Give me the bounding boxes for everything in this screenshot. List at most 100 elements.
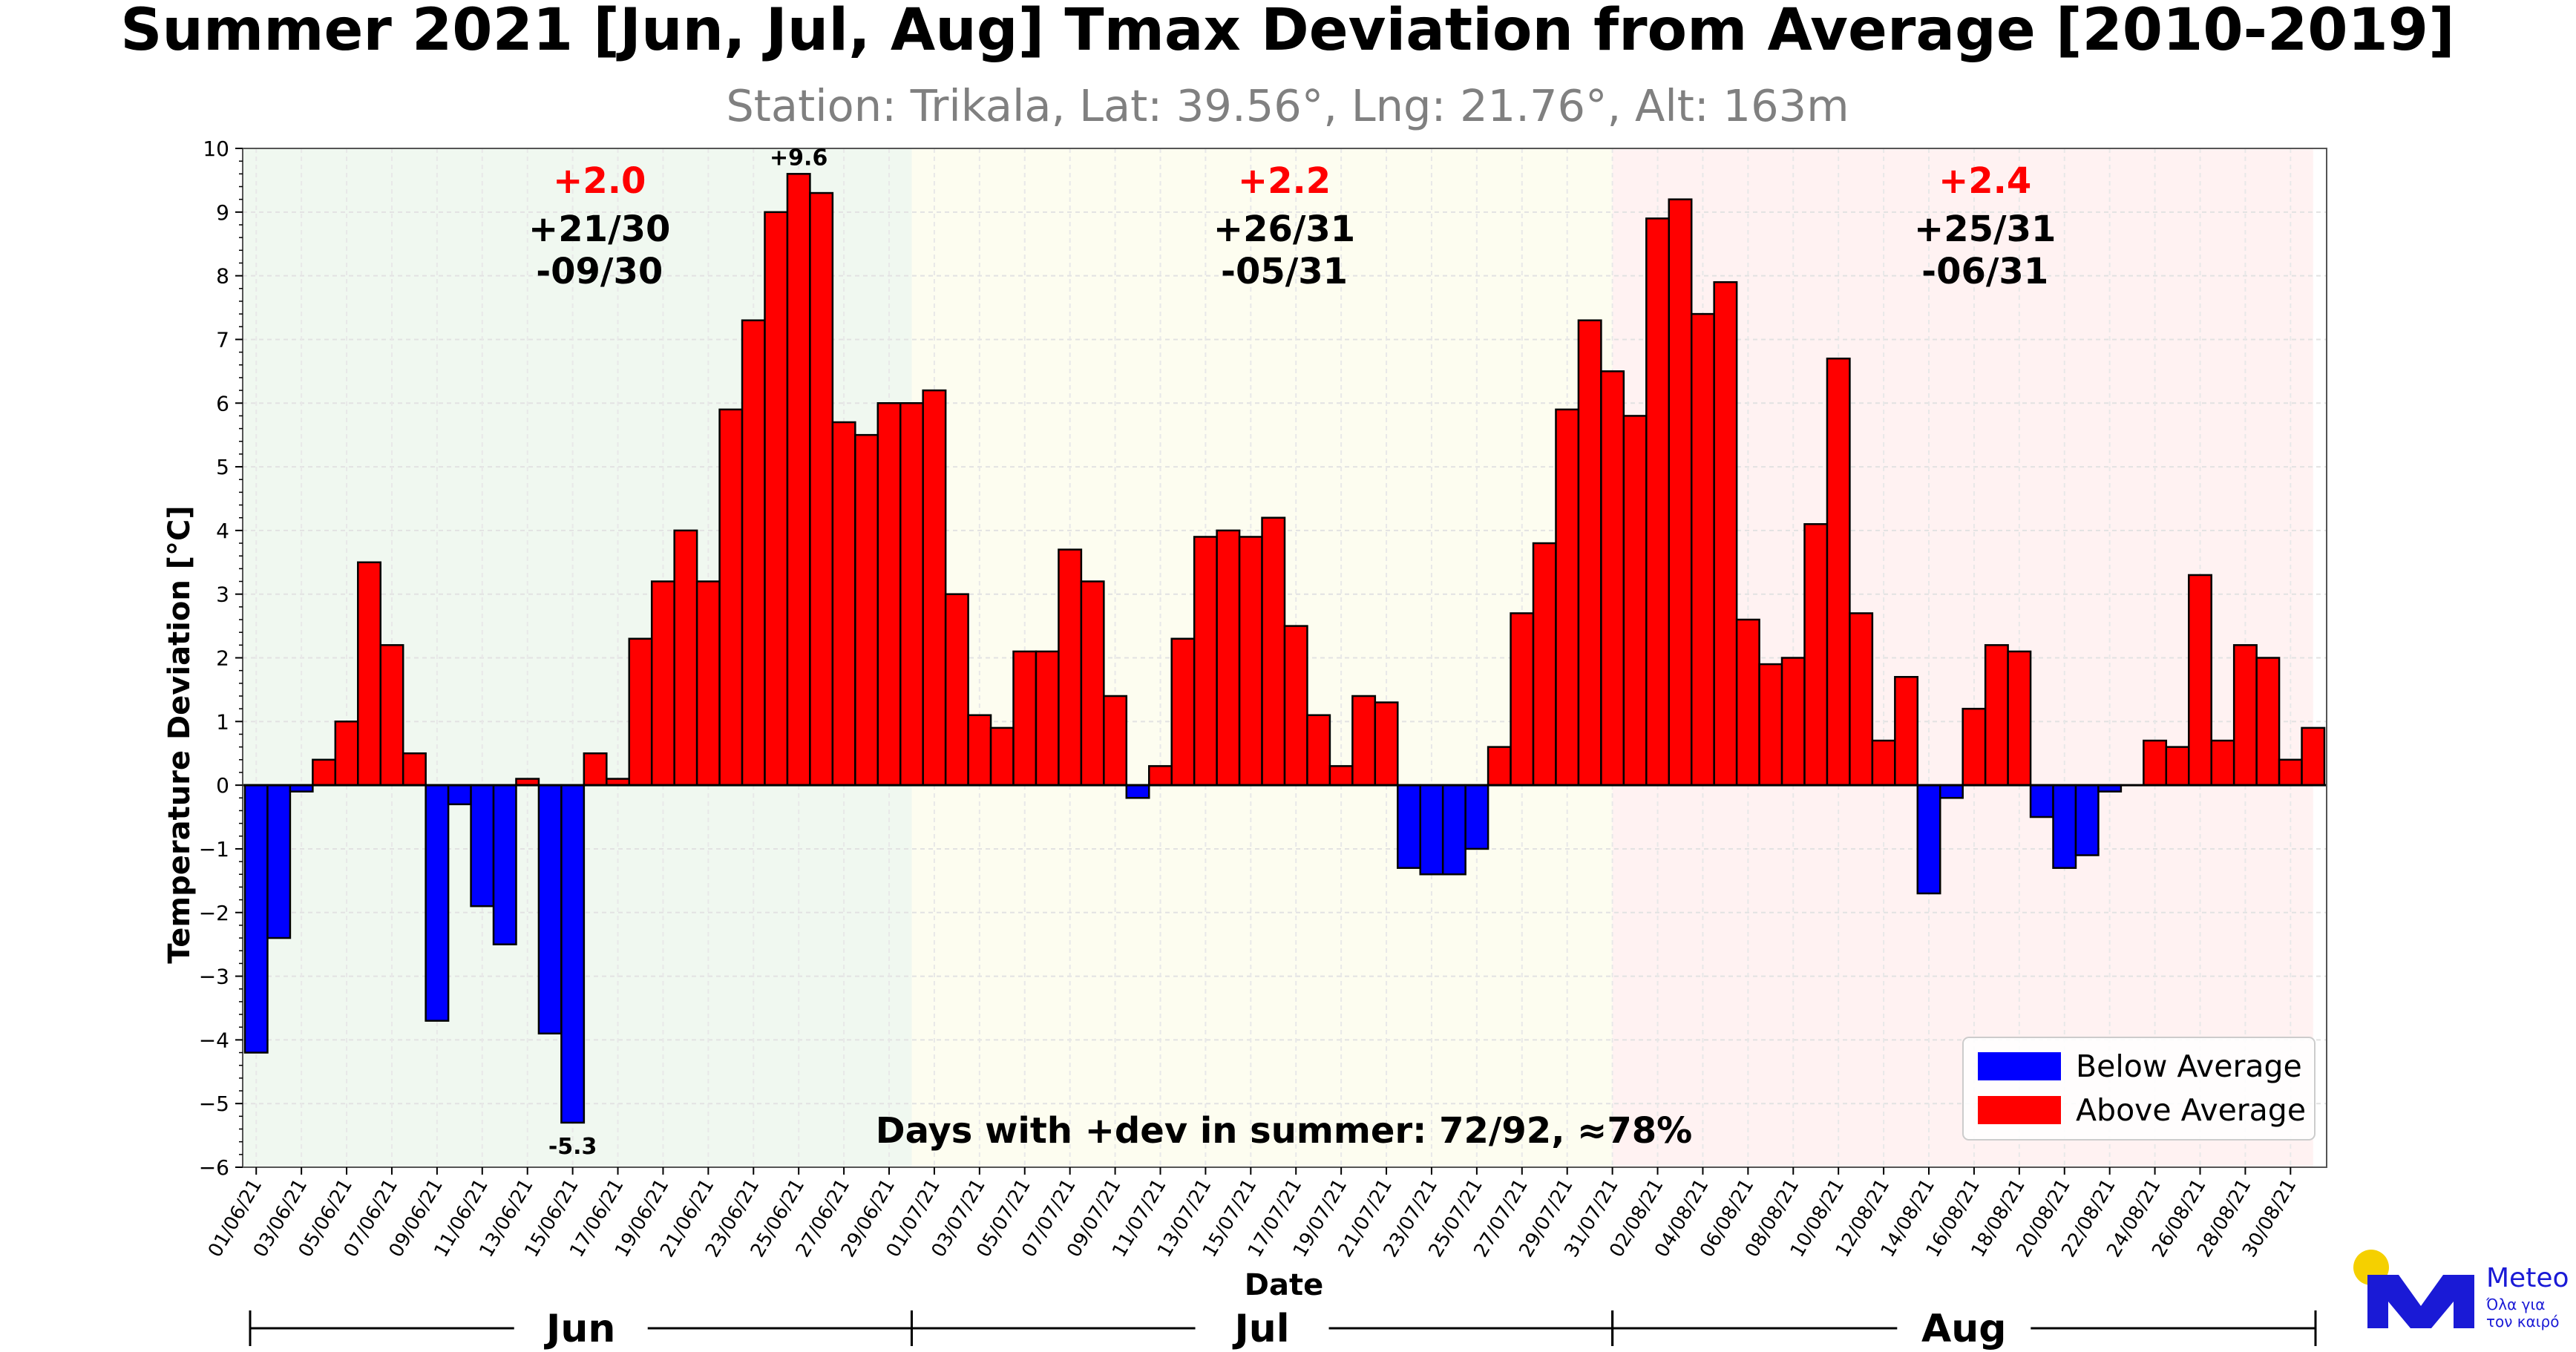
summary-text: Days with +dev in summer: 72/92, ≈78% xyxy=(876,1110,1693,1152)
y-tick-label: 5 xyxy=(216,455,229,479)
y-tick-label: 6 xyxy=(216,391,229,416)
bar-16/06/21 xyxy=(583,752,608,787)
bar-12/06/21 xyxy=(492,784,517,945)
bar-15/07/21 xyxy=(1238,536,1263,787)
bar-08/08/21 xyxy=(1780,657,1806,787)
y-tick-label: 10 xyxy=(203,137,229,161)
month-label-bg xyxy=(1195,1302,1329,1352)
month-minus-days-jun: -09/30 xyxy=(536,251,663,292)
bar-12/07/21 xyxy=(1170,637,1196,787)
bar-04/06/21 xyxy=(312,758,337,787)
bar-23/07/21 xyxy=(1419,784,1444,876)
bar-20/08/21 xyxy=(2052,784,2077,869)
y-tick-label: −3 xyxy=(199,965,229,989)
bar-18/06/21 xyxy=(628,637,653,787)
y-tick-label: −6 xyxy=(199,1155,229,1180)
bar-19/08/21 xyxy=(2029,784,2054,818)
bar-10/06/21 xyxy=(447,784,472,806)
y-tick-label: −5 xyxy=(199,1092,229,1116)
bar-24/06/21 xyxy=(764,211,789,787)
bar-21/07/21 xyxy=(1374,701,1399,787)
bar-18/07/21 xyxy=(1306,714,1331,787)
meteo-m-icon xyxy=(2367,1275,2474,1328)
bar-20/07/21 xyxy=(1351,695,1377,787)
bar-13/08/21 xyxy=(1894,675,1919,787)
bar-19/06/21 xyxy=(650,580,675,787)
bar-31/08/21 xyxy=(2301,726,2326,787)
bar-24/07/21 xyxy=(1441,784,1466,876)
bar-11/07/21 xyxy=(1148,765,1173,787)
bar-20/06/21 xyxy=(673,529,698,787)
y-tick-label: 1 xyxy=(216,709,229,734)
month-minus-days-aug: -06/31 xyxy=(1921,251,2048,292)
bar-26/07/21 xyxy=(1487,746,1512,787)
bar-05/08/21 xyxy=(1713,280,1738,787)
bar-03/07/21 xyxy=(967,714,992,787)
bar-09/08/21 xyxy=(1803,523,1829,787)
bar-30/06/21 xyxy=(899,402,924,787)
bar-29/08/21 xyxy=(2255,657,2281,787)
bar-02/08/21 xyxy=(1645,217,1671,787)
y-tick-label: 0 xyxy=(216,773,229,798)
bar-30/07/21 xyxy=(1577,319,1602,787)
bar-27/07/21 xyxy=(1510,612,1535,787)
bar-30/08/21 xyxy=(2278,758,2303,787)
bar-02/06/21 xyxy=(266,784,292,939)
bar-17/08/21 xyxy=(1984,644,2009,787)
bar-21/08/21 xyxy=(2074,784,2100,856)
bar-15/08/21 xyxy=(1938,784,1964,799)
bar-27/06/21 xyxy=(831,421,856,787)
legend-label-below: Below Average xyxy=(2076,1049,2302,1084)
bar-17/07/21 xyxy=(1283,625,1308,787)
bar-11/08/21 xyxy=(1849,612,1874,787)
bar-18/08/21 xyxy=(2007,650,2032,787)
bar-01/07/21 xyxy=(922,389,947,787)
bar-22/07/21 xyxy=(1397,784,1421,869)
bar-16/08/21 xyxy=(1962,707,1987,787)
bar-22/06/21 xyxy=(718,408,744,787)
bar-25/08/21 xyxy=(2165,746,2190,787)
bar-25/06/21 xyxy=(786,173,811,787)
bar-10/07/21 xyxy=(1125,784,1150,799)
bar-08/06/21 xyxy=(402,752,427,787)
bar-06/08/21 xyxy=(1735,618,1760,787)
y-tick-label: 2 xyxy=(216,646,229,671)
bar-14/08/21 xyxy=(1916,784,1941,895)
extreme-label: -5.3 xyxy=(548,1134,597,1160)
logo-tagline-2: τον καιρό xyxy=(2486,1313,2559,1330)
bar-02/07/21 xyxy=(944,593,969,787)
logo-tagline-1: Όλα για xyxy=(2485,1296,2545,1313)
legend-swatch-below xyxy=(1978,1052,2061,1080)
month-avg-aug: +2.4 xyxy=(1938,160,2031,202)
legend-label-above: Above Average xyxy=(2076,1092,2306,1128)
bar-28/07/21 xyxy=(1532,542,1557,787)
bar-10/08/21 xyxy=(1826,357,1851,787)
bar-26/06/21 xyxy=(809,191,834,787)
month-label-bg xyxy=(1897,1302,2031,1352)
bar-28/08/21 xyxy=(2232,644,2258,787)
logo-name: Meteo xyxy=(2486,1263,2569,1293)
bar-15/06/21 xyxy=(560,784,586,1124)
month-brackets: Jun Jul Aug xyxy=(249,1302,2317,1352)
bar-06/07/21 xyxy=(1035,650,1060,787)
bar-04/07/21 xyxy=(989,726,1015,787)
meteo-logo: Meteo Όλα για τον καιρό xyxy=(2353,1250,2569,1330)
month-name-aug: Aug xyxy=(1921,1307,2007,1351)
y-tick-label: 8 xyxy=(216,264,229,289)
bar-24/08/21 xyxy=(2143,739,2168,787)
bar-12/08/21 xyxy=(1871,739,1896,787)
chart-title: Summer 2021 [Jun, Jul, Aug] Tmax Deviati… xyxy=(120,0,2454,64)
bar-05/06/21 xyxy=(334,721,359,787)
month-avg-jul: +2.2 xyxy=(1238,160,1331,202)
y-tick-label: 7 xyxy=(216,327,229,352)
month-minus-days-jul: -05/31 xyxy=(1221,251,1348,292)
y-tick-label: 4 xyxy=(216,519,229,543)
legend-swatch-above xyxy=(1978,1096,2061,1124)
bar-14/07/21 xyxy=(1216,529,1241,787)
bar-07/06/21 xyxy=(379,644,404,787)
bar-28/06/21 xyxy=(854,433,879,787)
bar-09/06/21 xyxy=(425,784,450,1022)
bar-25/07/21 xyxy=(1464,784,1489,850)
y-axis-label: Temperature Deviation [°C] xyxy=(163,505,197,963)
legend: Below Average Above Average xyxy=(1962,1037,2316,1141)
